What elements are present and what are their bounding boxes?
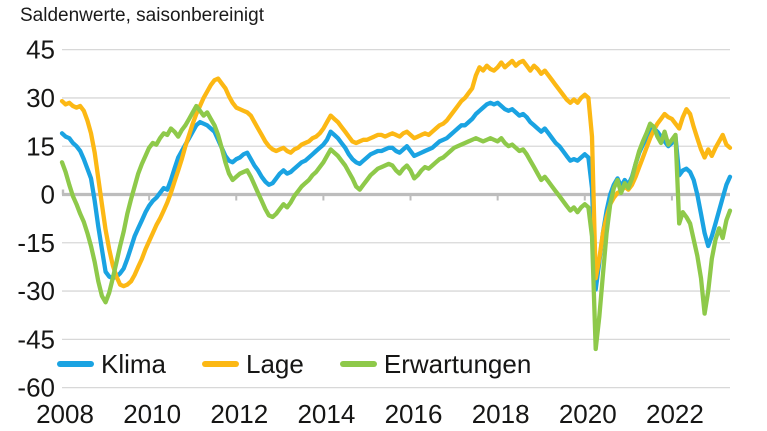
erwartungen-line-swatch bbox=[339, 361, 377, 367]
legend-label-lage: Lage bbox=[246, 349, 304, 379]
y-axis-label: 15 bbox=[26, 131, 55, 161]
x-axis-label: 2016 bbox=[385, 399, 443, 429]
series-line-erwartungen bbox=[59, 103, 733, 352]
legend-label-klima: Klima bbox=[101, 349, 167, 379]
series-line-lage bbox=[59, 58, 733, 289]
series-line-klima bbox=[59, 100, 733, 292]
x-axis-label: 2020 bbox=[559, 399, 617, 429]
y-axis-label: -30 bbox=[17, 276, 55, 306]
x-axis-label: 2012 bbox=[210, 399, 268, 429]
y-axis-label: -60 bbox=[17, 373, 55, 403]
y-axis-label: 45 bbox=[26, 35, 55, 65]
chart-title: Saldenwerte, saisonbereinigt bbox=[20, 5, 264, 26]
x-axis-label: 2014 bbox=[297, 399, 355, 429]
x-axis-label: 2010 bbox=[123, 399, 181, 429]
y-axis-label: 30 bbox=[26, 83, 55, 113]
legend: Klima Lage Erwartungen bbox=[57, 350, 531, 378]
legend-label-erwartungen: Erwartungen bbox=[383, 349, 532, 379]
legend-item-klima: Klima bbox=[57, 350, 166, 378]
x-axis-label: 2022 bbox=[646, 399, 704, 429]
legend-item-lage: Lage bbox=[202, 350, 304, 378]
legend-item-erwartungen: Erwartungen bbox=[339, 349, 532, 379]
y-axis-label: -45 bbox=[17, 324, 55, 354]
x-axis-label: 2018 bbox=[472, 399, 530, 429]
x-axis-label: 2008 bbox=[36, 399, 94, 429]
y-axis-label: -15 bbox=[17, 228, 55, 258]
y-axis-label: 0 bbox=[41, 180, 55, 210]
klima-line-swatch bbox=[57, 361, 94, 367]
lage-line-swatch bbox=[202, 361, 240, 367]
